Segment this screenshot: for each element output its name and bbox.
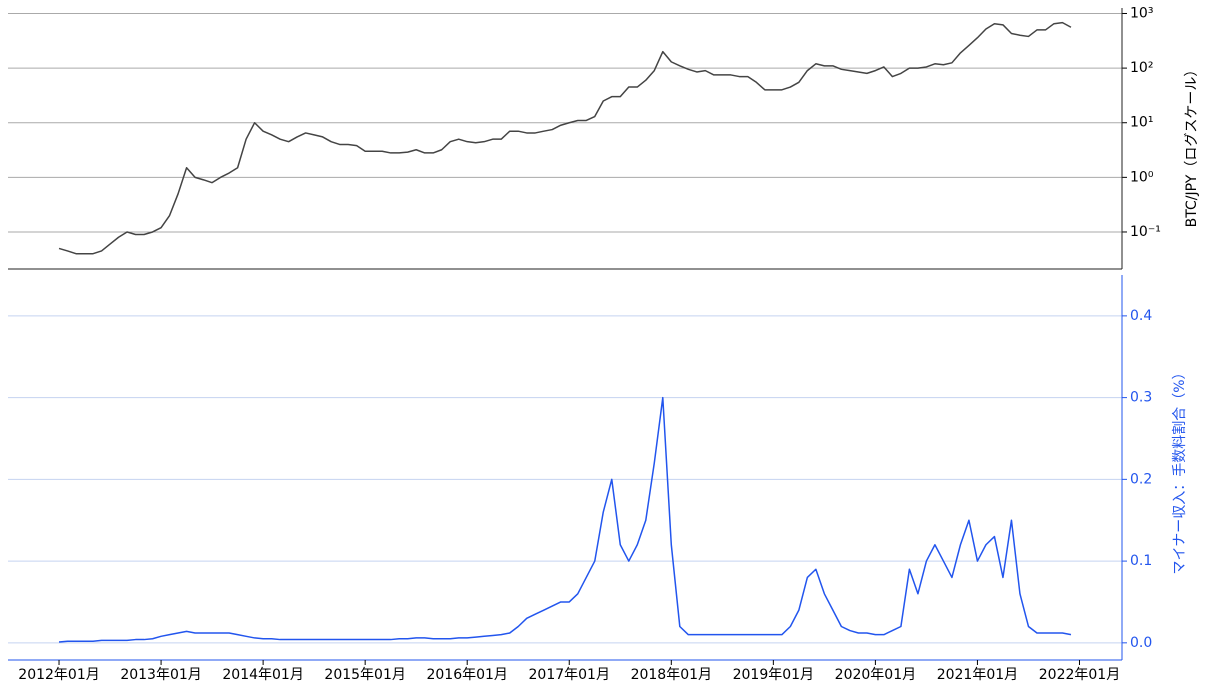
y-tick-label: 10¹: [1130, 115, 1153, 131]
y-axis-label: BTC/JPY（ログスケール）: [1184, 63, 1200, 228]
y-tick-label: 0.4: [1130, 308, 1152, 324]
y-axis-label: マイナー収入：手数料割合（%）: [1171, 365, 1188, 574]
x-tick-label: 2021年01月: [937, 667, 1018, 683]
y-tick-label: 0.2: [1130, 471, 1152, 487]
y-tick-label: 0.1: [1130, 553, 1152, 569]
x-tick-label: 2014年01月: [222, 667, 303, 683]
x-tick-label: 2022年01月: [1039, 667, 1120, 683]
y-tick-label: 10⁰: [1130, 169, 1154, 185]
y-tick-label: 10²: [1130, 60, 1153, 76]
data-line: [58, 21, 1072, 255]
y-tick-label: 10³: [1130, 5, 1153, 21]
data-line: [58, 396, 1072, 643]
x-tick-label: 2015年01月: [324, 667, 405, 683]
x-tick-label: 2020年01月: [835, 667, 916, 683]
y-tick-label: 10⁻¹: [1130, 224, 1161, 240]
y-tick-label: 0.3: [1130, 390, 1152, 406]
y-tick-label: 0.0: [1130, 635, 1152, 651]
x-tick-label: 2016年01月: [426, 667, 507, 683]
x-tick-label: 2013年01月: [120, 667, 201, 683]
x-tick-label: 2017年01月: [529, 667, 610, 683]
x-tick-label: 2019年01月: [733, 667, 814, 683]
x-tick-label: 2012年01月: [18, 667, 99, 683]
x-tick-label: 2018年01月: [631, 667, 712, 683]
